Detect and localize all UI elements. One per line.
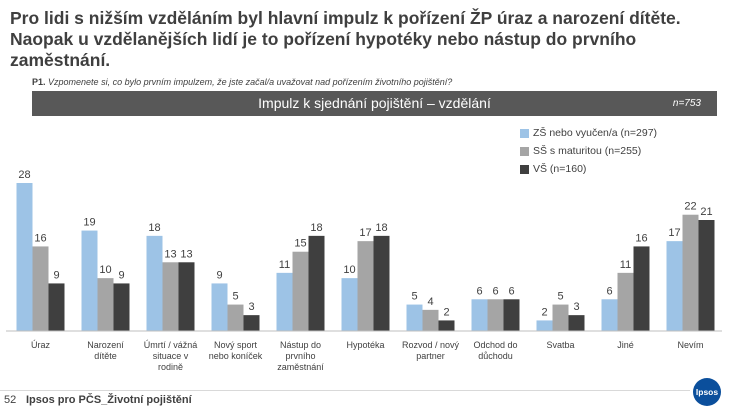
data-label: 18 bbox=[310, 222, 322, 234]
category-label: Odchod do důchodu bbox=[473, 340, 517, 361]
data-label: 6 bbox=[476, 285, 482, 297]
chart-banner: Impulz k sjednání pojištění – vzdělání n… bbox=[32, 91, 717, 116]
bar bbox=[471, 299, 488, 331]
bar bbox=[357, 241, 374, 331]
bar bbox=[211, 283, 228, 331]
bar bbox=[97, 278, 114, 331]
bar bbox=[438, 320, 455, 331]
legend-item: VŠ (n=160) bbox=[520, 163, 657, 181]
data-label: 28 bbox=[18, 169, 30, 181]
bar bbox=[633, 246, 650, 331]
bar bbox=[422, 309, 439, 331]
legend-label: SŠ s maturitou (n=255) bbox=[533, 145, 642, 157]
data-label: 13 bbox=[164, 248, 176, 260]
category-label: Nevím bbox=[677, 340, 703, 350]
page-number: 52 bbox=[4, 394, 17, 406]
data-label: 16 bbox=[34, 232, 46, 244]
headline: Pro lidi s nižším vzděláním byl hlavní i… bbox=[10, 8, 681, 70]
category-label: Jiné bbox=[617, 340, 634, 350]
bar bbox=[341, 278, 358, 331]
bar bbox=[373, 235, 390, 331]
bar bbox=[276, 272, 293, 331]
category-label: Úmrtí / vážná situace v rodině bbox=[144, 340, 198, 372]
category-label: Hypotéka bbox=[346, 340, 384, 350]
data-label: 6 bbox=[492, 285, 498, 297]
bar bbox=[536, 320, 553, 331]
sample-size: n=753 bbox=[672, 98, 701, 109]
legend-item: SŠ s maturitou (n=255) bbox=[520, 145, 657, 163]
data-label: 5 bbox=[557, 291, 563, 303]
data-label: 15 bbox=[294, 238, 306, 250]
bar bbox=[32, 246, 49, 331]
bar bbox=[243, 315, 260, 331]
legend-swatch bbox=[520, 147, 529, 156]
bar bbox=[666, 241, 683, 331]
ipsos-logo: Ipsos bbox=[693, 378, 721, 406]
data-label: 17 bbox=[668, 227, 680, 239]
bar bbox=[308, 235, 325, 331]
legend-item: ZŠ nebo vyučen/a (n=297) bbox=[520, 127, 657, 145]
footer-divider bbox=[0, 390, 690, 391]
data-label: 5 bbox=[232, 291, 238, 303]
bar bbox=[406, 304, 423, 331]
data-label: 18 bbox=[375, 222, 387, 234]
data-label: 3 bbox=[248, 301, 254, 313]
data-label: 11 bbox=[279, 259, 290, 271]
bar bbox=[503, 299, 520, 331]
question-number: P1. bbox=[32, 77, 46, 87]
legend-label: VŠ (n=160) bbox=[533, 163, 587, 175]
bar bbox=[178, 262, 195, 331]
category-label: Úraz bbox=[31, 340, 51, 350]
data-label: 10 bbox=[343, 264, 355, 276]
chart-legend: ZŠ nebo vyučen/a (n=297) SŠ s maturitou (… bbox=[520, 127, 657, 181]
bar bbox=[617, 272, 634, 331]
bar bbox=[487, 299, 504, 331]
data-label: 21 bbox=[700, 206, 712, 218]
bar bbox=[568, 315, 585, 331]
data-label: 9 bbox=[216, 269, 222, 281]
legend-label: ZŠ nebo vyučen/a (n=297) bbox=[533, 127, 658, 139]
bar bbox=[601, 299, 618, 331]
bar bbox=[113, 283, 130, 331]
question: P1. Vzpomenete si, co bylo prvním impulz… bbox=[32, 77, 452, 87]
data-label: 19 bbox=[83, 217, 95, 229]
data-label: 6 bbox=[606, 285, 612, 297]
data-label: 9 bbox=[53, 269, 59, 281]
legend-swatch bbox=[520, 129, 529, 138]
footer-text: Ipsos pro PČS_Životní pojištění bbox=[26, 394, 192, 406]
data-label: 16 bbox=[635, 232, 647, 244]
chart-title: Impulz k sjednání pojištění – vzdělání bbox=[258, 95, 491, 111]
data-label: 11 bbox=[620, 259, 631, 271]
data-label: 5 bbox=[411, 291, 417, 303]
bar bbox=[81, 230, 98, 331]
legend-swatch bbox=[520, 165, 529, 174]
data-label: 22 bbox=[684, 201, 696, 213]
data-label: 13 bbox=[180, 248, 192, 260]
category-label: Nástup do prvního zaměstnání bbox=[277, 340, 324, 372]
question-text: Vzpomenete si, co bylo prvním impulzem, … bbox=[48, 77, 453, 87]
data-label: 2 bbox=[443, 306, 449, 318]
bar bbox=[146, 235, 163, 331]
category-label: Narození dítěte bbox=[87, 340, 124, 361]
data-label: 18 bbox=[148, 222, 160, 234]
bar bbox=[292, 251, 309, 331]
bar bbox=[162, 262, 179, 331]
data-label: 4 bbox=[427, 296, 433, 308]
bar bbox=[16, 183, 33, 331]
bar bbox=[682, 214, 699, 331]
bar bbox=[48, 283, 65, 331]
data-label: 3 bbox=[573, 301, 579, 313]
category-label: Rozvod / nový partner bbox=[402, 340, 460, 361]
data-label: 6 bbox=[508, 285, 514, 297]
data-label: 2 bbox=[541, 306, 547, 318]
bar bbox=[552, 304, 569, 331]
data-label: 17 bbox=[359, 227, 371, 239]
bar bbox=[698, 220, 715, 331]
bar bbox=[227, 304, 244, 331]
data-label: 10 bbox=[99, 264, 111, 276]
data-label: 9 bbox=[118, 269, 124, 281]
category-label: Svatba bbox=[546, 340, 574, 350]
category-label: Nový sport nebo koníček bbox=[209, 340, 263, 361]
